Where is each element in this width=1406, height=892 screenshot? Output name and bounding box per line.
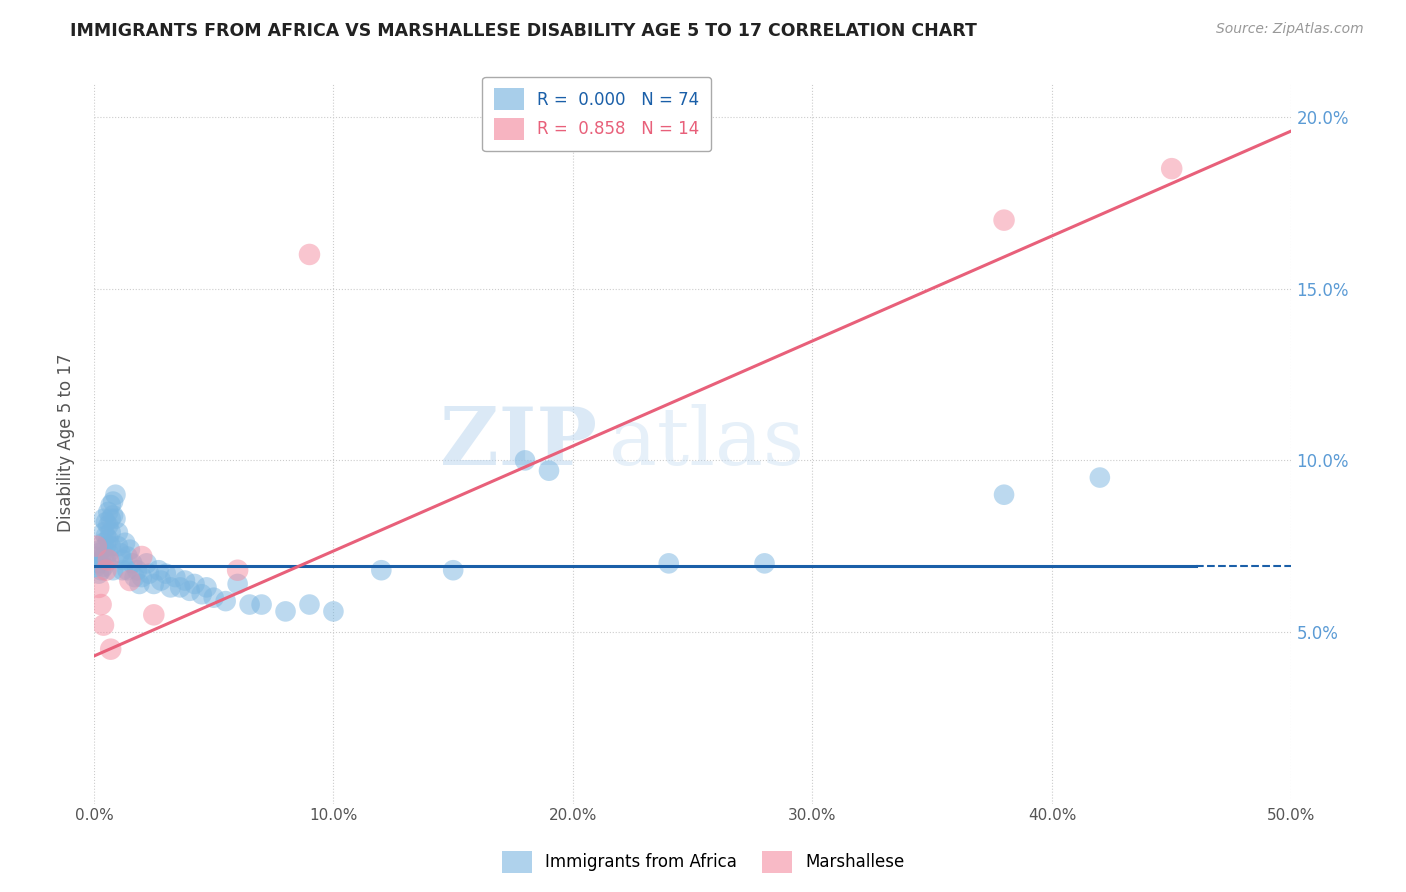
Point	[104, 488, 127, 502]
Point	[128, 577, 150, 591]
Point	[100, 525, 122, 540]
Point	[754, 557, 776, 571]
Point	[274, 604, 297, 618]
Point	[100, 642, 122, 657]
Point	[183, 577, 205, 591]
Point	[93, 618, 115, 632]
Point	[107, 525, 129, 540]
Point	[93, 535, 115, 549]
Point	[87, 581, 110, 595]
Point	[101, 563, 124, 577]
Point	[142, 607, 165, 622]
Point	[93, 549, 115, 564]
Point	[97, 518, 120, 533]
Point	[111, 553, 134, 567]
Point	[513, 453, 536, 467]
Point	[94, 553, 117, 567]
Text: ZIP: ZIP	[440, 404, 598, 483]
Point	[110, 546, 132, 560]
Point	[124, 570, 146, 584]
Point	[150, 574, 173, 588]
Point	[131, 549, 153, 564]
Point	[131, 570, 153, 584]
Point	[441, 563, 464, 577]
Point	[97, 546, 120, 560]
Point	[195, 581, 218, 595]
Point	[87, 546, 110, 560]
Point	[370, 563, 392, 577]
Text: IMMIGRANTS FROM AFRICA VS MARSHALLESE DISABILITY AGE 5 TO 17 CORRELATION CHART: IMMIGRANTS FROM AFRICA VS MARSHALLESE DI…	[70, 22, 977, 40]
Point	[93, 559, 115, 574]
Point	[87, 557, 110, 571]
Point	[226, 563, 249, 577]
Point	[90, 563, 112, 577]
Point	[239, 598, 262, 612]
Point	[101, 508, 124, 523]
Point	[104, 512, 127, 526]
Point	[90, 542, 112, 557]
Point	[142, 577, 165, 591]
Point	[537, 464, 560, 478]
Point	[148, 563, 170, 577]
Point	[101, 494, 124, 508]
Point	[121, 557, 143, 571]
Point	[93, 525, 115, 540]
Point	[1088, 470, 1111, 484]
Point	[111, 563, 134, 577]
Point	[993, 488, 1015, 502]
Point	[1160, 161, 1182, 176]
Point	[190, 587, 212, 601]
Legend: R =  0.000   N = 74, R =  0.858   N = 14: R = 0.000 N = 74, R = 0.858 N = 14	[482, 77, 711, 152]
Point	[138, 566, 160, 581]
Point	[86, 559, 108, 574]
Point	[174, 574, 197, 588]
Point	[86, 549, 108, 564]
Point	[97, 505, 120, 519]
Point	[117, 549, 139, 564]
Point	[250, 598, 273, 612]
Text: Source: ZipAtlas.com: Source: ZipAtlas.com	[1216, 22, 1364, 37]
Point	[165, 570, 187, 584]
Point	[86, 539, 108, 553]
Point	[93, 512, 115, 526]
Point	[90, 598, 112, 612]
Point	[100, 539, 122, 553]
Point	[169, 581, 191, 595]
Point	[322, 604, 344, 618]
Point	[135, 557, 157, 571]
Point	[87, 566, 110, 581]
Point	[125, 563, 148, 577]
Point	[155, 566, 177, 581]
Y-axis label: Disability Age 5 to 17: Disability Age 5 to 17	[58, 354, 75, 533]
Point	[107, 539, 129, 553]
Text: atlas: atlas	[609, 404, 804, 483]
Point	[94, 529, 117, 543]
Point	[97, 533, 120, 547]
Point	[118, 542, 141, 557]
Point	[993, 213, 1015, 227]
Point	[90, 553, 112, 567]
Point	[94, 563, 117, 577]
Point	[298, 247, 321, 261]
Point	[202, 591, 225, 605]
Point	[94, 539, 117, 553]
Point	[179, 583, 201, 598]
Point	[118, 574, 141, 588]
Point	[298, 598, 321, 612]
Point	[94, 515, 117, 529]
Point	[226, 577, 249, 591]
Point	[100, 498, 122, 512]
Point	[658, 557, 681, 571]
Point	[97, 553, 120, 567]
Point	[117, 563, 139, 577]
Point	[100, 512, 122, 526]
Point	[159, 581, 181, 595]
Legend: Immigrants from Africa, Marshallese: Immigrants from Africa, Marshallese	[495, 845, 911, 880]
Point	[114, 535, 136, 549]
Point	[214, 594, 236, 608]
